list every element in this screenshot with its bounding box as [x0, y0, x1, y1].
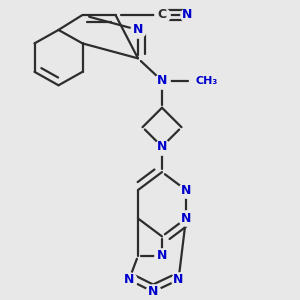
Text: N: N [181, 212, 191, 225]
Text: C: C [158, 8, 166, 22]
Text: N: N [182, 8, 193, 22]
Text: N: N [157, 249, 167, 262]
Text: N: N [157, 74, 167, 87]
Text: N: N [181, 184, 191, 196]
Text: N: N [124, 273, 134, 286]
Text: CH₃: CH₃ [195, 76, 217, 86]
Text: N: N [148, 285, 158, 298]
Text: N: N [157, 140, 167, 153]
Text: N: N [133, 23, 143, 36]
Text: N: N [173, 273, 184, 286]
